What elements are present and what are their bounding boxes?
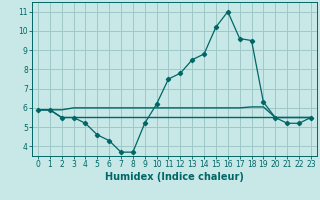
X-axis label: Humidex (Indice chaleur): Humidex (Indice chaleur) — [105, 172, 244, 182]
